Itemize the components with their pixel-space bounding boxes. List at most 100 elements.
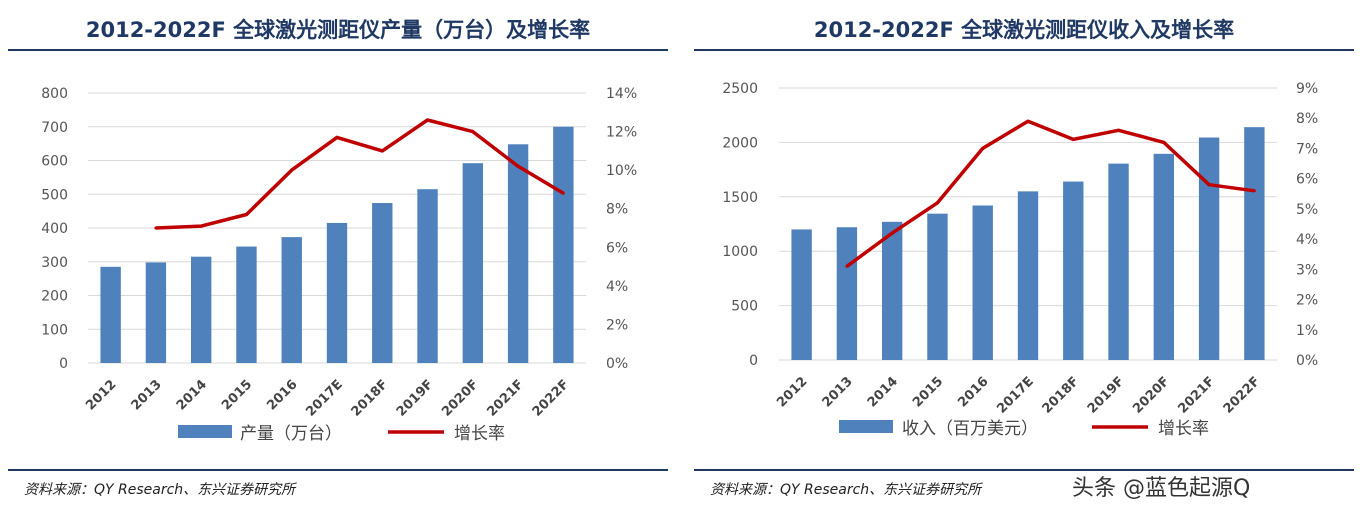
legend-label: 增长率	[454, 424, 505, 444]
y-left-tick-label: 2500	[722, 81, 758, 97]
y-right-tick-label: 10%	[606, 163, 637, 179]
bar	[1108, 163, 1129, 360]
y-right-tick-label: 2%	[1296, 293, 1318, 309]
source-divider	[8, 469, 668, 471]
bar	[881, 221, 903, 360]
title-divider	[8, 49, 668, 51]
x-tick-label: 2013	[820, 374, 856, 410]
x-tick-label: 2022F	[530, 377, 572, 419]
x-tick-label: 2022F	[1221, 374, 1263, 416]
x-tick-label: 2012	[83, 377, 119, 413]
x-tick-label: 2014	[174, 377, 210, 413]
x-tick-label: 2019F	[394, 377, 436, 419]
y-right-tick-label: 1%	[1296, 323, 1318, 339]
growth-rate-point	[471, 130, 475, 134]
bar	[100, 266, 121, 363]
bar	[836, 227, 858, 360]
source-note: 资料来源：QY Research、东兴证券研究所	[24, 482, 296, 498]
y-left-tick-label: 800	[41, 86, 68, 102]
x-tick-label: 2019F	[1085, 374, 1127, 416]
legend-label: 产量（万台）	[240, 424, 342, 444]
y-right-tick-label: 8%	[1296, 111, 1318, 127]
legend-swatch-bar	[839, 420, 893, 433]
x-tick-label: 2014	[865, 374, 901, 410]
bar	[972, 205, 993, 360]
bar	[791, 229, 812, 360]
revenue-chart: 0 500 1000 1500 2000 2500 0% 1% 2% 3% 4% 5% 6% 7% 8% 9%…	[722, 81, 1318, 439]
x-tick-label: 2021F	[1175, 374, 1217, 416]
y-left-tick-label: 1500	[722, 190, 758, 206]
y-right-tick-label: 4%	[606, 279, 628, 295]
x-tick-label: 2020F	[439, 377, 481, 419]
growth-rate-point	[1117, 128, 1121, 132]
source-note: 资料来源：QY Research、东兴证券研究所	[710, 482, 982, 498]
y-right-tick-label: 3%	[1296, 262, 1318, 278]
growth-rate-point	[890, 231, 894, 235]
growth-rate-line	[845, 119, 1255, 268]
x-tick-label: 2016	[955, 374, 991, 410]
chart-title: 2012-2022F 全球激光测距仪产量（万台）及增长率	[85, 18, 591, 42]
growth-rate-line	[155, 118, 565, 230]
y-right-tick-label: 6%	[1296, 172, 1318, 188]
chart-panel-revenue: 2012-2022F 全球激光测距仪收入及增长率 0 500 1000 1500 200…	[694, 0, 1354, 510]
growth-rate-point	[1207, 183, 1211, 187]
x-tick-label: 2018F	[349, 377, 391, 419]
legend-label: 增长率	[1158, 419, 1209, 439]
y-left-tick-label: 2000	[722, 135, 758, 151]
growth-rate-point	[1252, 189, 1256, 193]
growth-rate-point	[1026, 119, 1030, 123]
x-tick-label: 2015	[219, 377, 255, 413]
y-left-tick-label: 300	[41, 255, 68, 271]
bar	[145, 262, 167, 363]
growth-rate-point	[290, 168, 294, 172]
x-tick-label: 2017E	[994, 374, 1036, 416]
y-left-tick-label: 500	[731, 299, 758, 315]
x-tick-label: 2017E	[303, 377, 345, 419]
growth-rate-point	[845, 264, 849, 268]
bar	[1198, 137, 1220, 360]
legend-label: 收入（百万美元）	[902, 419, 1038, 439]
y-left-tick-label: 700	[41, 120, 68, 136]
y-right-tick-label: 8%	[606, 202, 628, 218]
y-left-tick-label: 500	[41, 187, 68, 203]
y-right-tick-label: 7%	[1296, 141, 1318, 157]
y-left-tick-label: 600	[41, 154, 68, 170]
y-right-tick-label: 0%	[1296, 353, 1318, 369]
x-tick-label: 2013	[129, 377, 165, 413]
growth-rate-point	[1071, 137, 1075, 141]
legend-swatch-bar	[178, 425, 232, 438]
x-tick-label: 2018F	[1040, 374, 1082, 416]
production-chart: 0 100 200 300 400 500 600 700 800 0% 2% 4% 6% 8% 10% 12…	[41, 86, 637, 444]
bar	[417, 189, 438, 363]
x-tick-label: 2021F	[484, 377, 526, 419]
growth-rate-point	[244, 213, 248, 216]
y-right-tick-label: 0%	[606, 356, 628, 372]
y-right-tick-label: 4%	[1296, 232, 1318, 248]
bar	[462, 163, 484, 363]
growth-rate-point	[516, 164, 520, 168]
y-right-tick-label: 5%	[1296, 202, 1318, 218]
y-left-tick-label: 400	[41, 221, 68, 237]
y-right-tick-label: 9%	[1296, 81, 1318, 97]
source-divider	[694, 469, 1354, 471]
bar	[1063, 181, 1084, 360]
growth-rate-point	[561, 191, 565, 195]
bar	[190, 256, 212, 363]
x-tick-label: 2016	[264, 377, 300, 413]
y-left-tick-label: 0	[59, 356, 68, 372]
growth-rate-point	[199, 224, 203, 228]
x-tick-label: 2012	[774, 374, 810, 410]
growth-rate-point	[981, 146, 985, 150]
growth-rate-point	[154, 226, 158, 230]
growth-rate-point	[935, 201, 939, 205]
bar	[326, 222, 348, 363]
bar	[1244, 127, 1265, 360]
growth-rate-point	[335, 135, 339, 139]
title-divider	[694, 49, 1354, 51]
growth-rate-point	[1162, 140, 1166, 144]
chart-panel-production: 2012-2022F 全球激光测距仪产量（万台）及增长率 0 100 200 300 4…	[8, 0, 668, 510]
y-right-tick-label: 14%	[606, 86, 637, 102]
bar	[236, 246, 257, 363]
bar	[1017, 191, 1039, 360]
bar	[281, 237, 302, 363]
